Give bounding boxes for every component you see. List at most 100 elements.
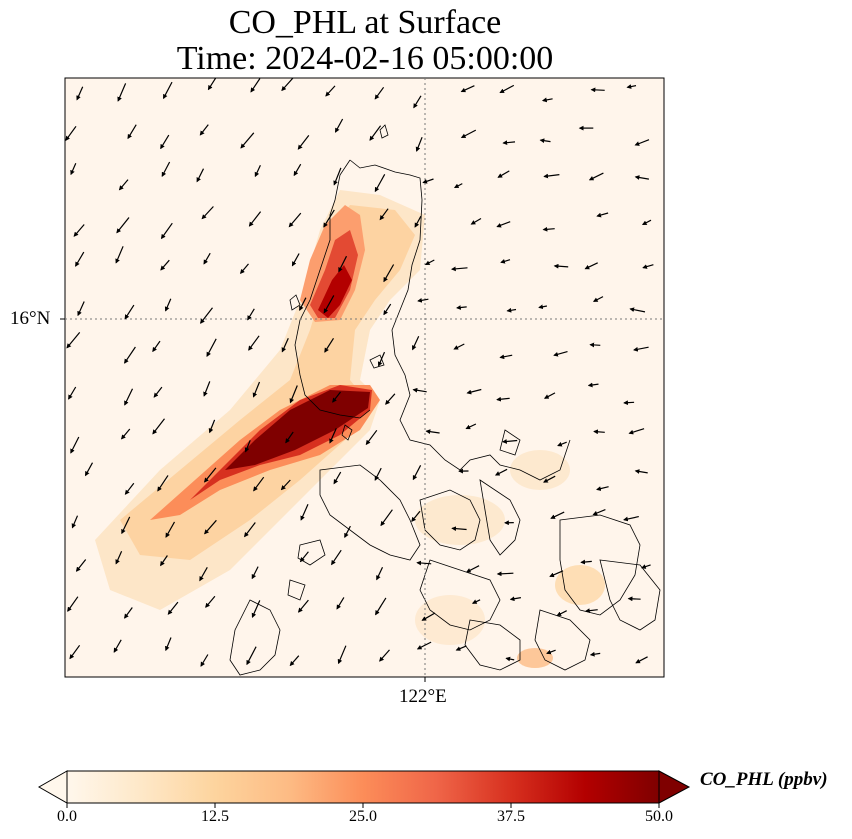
wind-vector [70,162,77,176]
wind-vector [375,597,387,616]
wind-vector [455,645,467,651]
wind-vector [640,564,651,569]
wind-vector [293,163,302,177]
wind-vector [254,165,261,178]
wind-vector [333,167,342,186]
wind-vector [416,560,432,566]
wind-vector [412,335,420,351]
wind-vector [165,637,172,652]
colorbar-label: CO_PHL (ppbv) [700,769,828,790]
wind-vector [623,400,635,406]
wind-vector [281,78,294,92]
wind-vector [205,595,216,608]
wind-vector [71,515,79,529]
wind-vector [539,138,551,144]
wind-vector [167,601,179,615]
wind-vector [460,85,475,93]
lon-label: 122°E [399,686,447,707]
wind-vector [252,381,261,398]
wind-vector [584,262,598,270]
wind-vector [584,608,598,614]
wind-vector [497,170,510,178]
colorbar-tick-label: 12.5 [201,808,229,825]
wind-vector [417,297,429,303]
wind-vector [206,338,217,357]
wind-vector [332,391,341,403]
map-title-line1: CO_PHL at Surface [228,4,502,41]
wind-vector [379,208,389,221]
wind-vector [642,264,654,269]
wind-vector [494,468,508,476]
wind-vector [596,212,609,218]
wind-vector [124,346,136,364]
wind-vector [239,263,249,275]
wind-vector [634,469,648,474]
wind-vector [337,645,347,665]
wind-vector [635,656,648,664]
wind-vector [75,251,85,267]
wind-vector [324,337,335,353]
wind-vector [549,570,564,578]
wind-vector [543,475,556,483]
wind-vector [453,183,463,189]
wind-vector [374,86,385,100]
wind-vector [247,308,255,321]
wind-vector [460,129,477,139]
wind-vector [496,221,511,228]
wind-vector [589,651,601,657]
colorbar-tick-label: 0.0 [57,808,77,825]
wind-vector [280,479,291,491]
wind-vector [553,351,568,357]
wind-vector [244,522,256,538]
wind-vector [117,83,127,102]
wind-vector [377,351,386,367]
wind-vector [383,303,392,316]
wind-vector [506,307,517,313]
wind-vector [160,134,170,150]
wind-vector [425,429,440,435]
wind-vector [200,654,209,667]
wind-vector [124,304,135,320]
wind-vector [451,526,467,532]
wind-vector [365,429,378,446]
wind-vector [157,475,169,492]
wind-vector [331,549,342,566]
wind-vector [380,509,393,527]
wind-vector [543,173,560,179]
wind-vector [338,255,348,273]
wind-vector [244,440,251,453]
wind-vector [289,385,298,404]
wind-vector [505,656,515,662]
colorbar-tick-label: 50.0 [645,808,673,825]
wind-vector [344,525,351,539]
wind-vector [590,87,605,93]
wind-vector [499,84,515,94]
wind-vector [116,217,130,234]
wind-vector [196,168,205,183]
wind-vector [204,519,217,535]
wind-vector [412,465,422,481]
wind-vector [421,612,436,621]
wind-vector [153,386,163,398]
wind-vector [66,332,81,349]
coastlines [229,124,661,676]
wind-vector [542,226,555,232]
wind-vector [593,429,605,435]
wind-vector [538,304,548,310]
wind-vector [69,644,81,660]
wind-vector [557,441,567,447]
wind-vector [465,423,477,430]
wind-vector [466,388,482,395]
wind-vector [68,386,77,400]
wind-vector [424,259,435,266]
wind-vector [496,396,510,402]
wind-vector [415,136,423,152]
wind-vector [246,646,257,666]
wind-vector [553,263,569,269]
wind-vector [374,174,386,193]
wind-vector [253,476,265,492]
wind-vector [165,521,176,538]
wind-vector [422,178,434,184]
wind-vector [248,335,260,351]
